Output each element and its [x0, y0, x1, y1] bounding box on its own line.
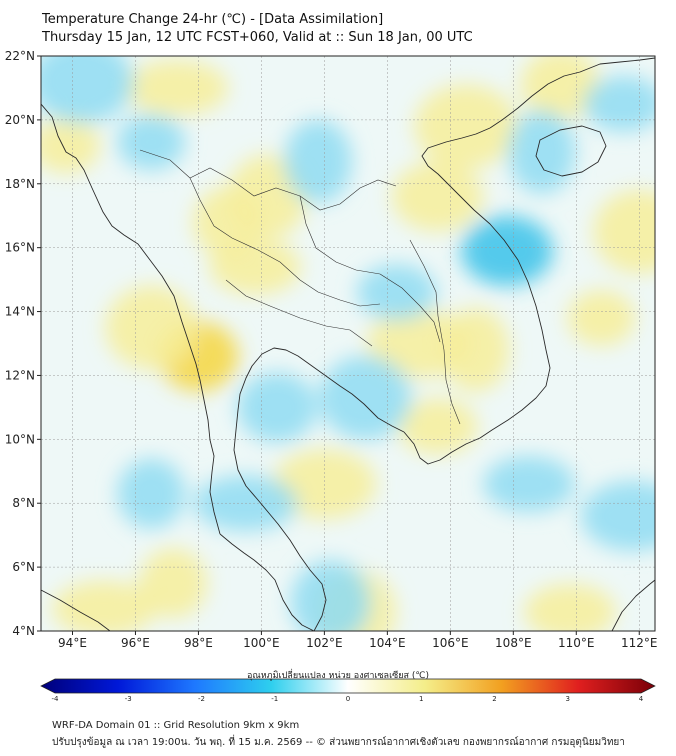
cool-area — [483, 456, 576, 513]
lon-tick-label: 110°E — [558, 636, 595, 650]
coastline-borneo — [611, 579, 655, 631]
colorbar-ticks: -4 -3 -2 -1 0 1 2 3 4 — [52, 695, 644, 703]
warm-area — [414, 84, 519, 169]
coastline-peninsula-east — [233, 347, 405, 631]
cool-area — [237, 372, 318, 443]
colorbar-label: อุณหภูมิเปลี่ยนแปลง หน่วย องศาเซลเซียส (… — [246, 671, 430, 681]
map-panel[interactable] — [30, 40, 676, 654]
cool-area — [284, 119, 353, 204]
cool-area — [117, 114, 186, 171]
cool-area — [580, 481, 655, 551]
warm-area — [397, 398, 478, 455]
warm-area — [124, 59, 229, 116]
lat-tick-label: 14°N — [5, 305, 35, 319]
cool-area — [583, 75, 655, 132]
warm-area — [391, 161, 484, 232]
cool-area — [356, 264, 437, 321]
lon-tick-label: 108°E — [495, 636, 532, 650]
lon-tick-label: 96°E — [121, 636, 150, 650]
coastline-gulf-of-thailand — [219, 533, 315, 631]
colorbar-tick-label: 0 — [346, 695, 350, 703]
longitude-axis: 94°E 96°E 98°E 100°E 102°E 104°E 106°E 108°E 110… — [58, 631, 658, 650]
warm-area — [105, 285, 198, 370]
lat-tick-label: 20°N — [5, 113, 35, 127]
lon-tick-label: 94°E — [58, 636, 87, 650]
lat-tick-label: 18°N — [5, 177, 35, 191]
coastline-sumatra — [41, 589, 111, 631]
lat-tick-label: 6°N — [12, 560, 35, 574]
lon-tick-label: 102°E — [306, 636, 343, 650]
lat-tick-label: 4°N — [12, 624, 35, 638]
lon-tick-label: 100°E — [243, 636, 280, 650]
cool-area — [117, 458, 186, 529]
coastline-cambodia-vietnam — [403, 127, 551, 465]
colorbar-tick-label: -4 — [52, 695, 60, 703]
lon-tick-label: 106°E — [432, 636, 469, 650]
temperature-change-field — [41, 56, 655, 631]
warm-area — [209, 238, 302, 295]
coastline-myanmar-bay — [41, 103, 221, 535]
map-title: Temperature Change 24-hr (℃) - [Data Ass… — [42, 12, 384, 27]
map-frame — [40, 55, 656, 632]
lon-tick-label: 112°E — [621, 636, 658, 650]
colorbar-tick-label: -3 — [125, 695, 132, 703]
coastlines — [41, 57, 655, 631]
warm-area — [441, 307, 510, 392]
lat-tick-label: 10°N — [5, 432, 35, 446]
warm-area — [51, 580, 156, 631]
colorbar-tick-label: 3 — [566, 695, 570, 703]
cool-area — [319, 355, 412, 440]
coastline-hainan — [535, 125, 607, 177]
colorbar-tick-label: -1 — [271, 695, 278, 703]
map-subtitle: Thursday 15 Jan, 12 UTC FCST+060, Valid … — [42, 30, 473, 45]
colorbar-tick-label: 1 — [419, 695, 423, 703]
warm-area — [41, 117, 101, 174]
colorbar: -4 -3 -2 -1 0 1 2 3 4 — [40, 678, 656, 703]
lat-tick-label: 12°N — [5, 368, 35, 382]
lat-tick-label: 22°N — [5, 49, 35, 63]
colorbar-tick-label: 4 — [639, 695, 644, 703]
borders — [139, 149, 461, 425]
footer-credit: ปรับปรุงข้อมูล ณ เวลา 19:00น. วัน พฤ. ที… — [52, 737, 625, 748]
cool-area — [290, 560, 371, 631]
latitude-axis: 22°N 20°N 18°N 16°N 14°N 12°N 10°N 8°N 6°N 4°N — [5, 49, 41, 638]
footer-model-info: WRF-DA Domain 01 :: Grid Resolution 9km … — [52, 720, 300, 731]
cool-area — [41, 56, 134, 124]
lat-tick-label: 8°N — [12, 496, 35, 510]
colorbar-bar — [40, 678, 656, 694]
lat-tick-label: 16°N — [5, 241, 35, 255]
warm-area — [593, 189, 655, 274]
colorbar-tick-label: -2 — [198, 695, 205, 703]
lon-tick-label: 104°E — [369, 636, 406, 650]
warm-area — [523, 583, 616, 631]
colorbar-tick-label: 2 — [492, 695, 496, 703]
cool-area — [461, 215, 554, 286]
lon-tick-label: 98°E — [184, 636, 213, 650]
cool-area — [507, 109, 576, 194]
warm-area — [139, 548, 208, 619]
coastline-south-china — [489, 57, 655, 129]
warm-area — [567, 289, 636, 346]
